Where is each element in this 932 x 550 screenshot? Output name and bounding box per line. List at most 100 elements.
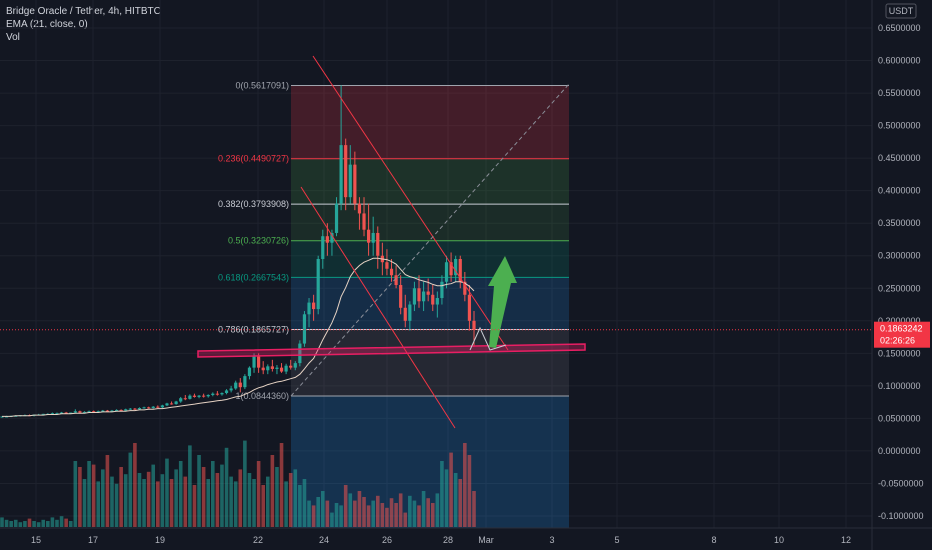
- candle-body: [389, 268, 394, 276]
- candle-body: [257, 356, 261, 368]
- last-price-value: 0.1863242: [880, 324, 923, 334]
- candle-body: [284, 365, 288, 372]
- candle-body: [266, 366, 270, 371]
- volume-bar: [243, 440, 247, 527]
- volume-bar: [224, 447, 229, 527]
- fib-extension-band: [291, 395, 569, 528]
- volume-bar: [412, 500, 417, 527]
- symbol-title[interactable]: Bridge Oracle / Tether, 4h, HITBTC: [6, 6, 161, 17]
- bullish-arrow[interactable]: [488, 256, 517, 348]
- volume-bar: [371, 500, 375, 527]
- candle-body: [211, 393, 215, 395]
- ema-indicator-label[interactable]: EMA (21, close, 0): [6, 19, 88, 30]
- candle-body: [279, 367, 284, 372]
- volume-bar: [110, 476, 114, 527]
- fib-level-label: 0.786(0.1865727): [218, 325, 289, 335]
- volume-bar: [279, 443, 284, 527]
- volume-bar: [307, 500, 311, 527]
- candle-body: [472, 320, 476, 330]
- falling-trendline-lower[interactable]: [300, 186, 456, 429]
- volume-bar: [265, 476, 270, 527]
- ema-line: [2, 257, 475, 417]
- x-tick-label: 26: [382, 535, 392, 545]
- volume-bar: [128, 452, 133, 527]
- candle-body: [87, 411, 91, 413]
- volume-bar: [169, 479, 174, 527]
- candle-body: [128, 408, 132, 410]
- candle-body: [440, 281, 444, 299]
- fib-level-label: 0.382(0.3793908): [218, 199, 289, 209]
- volume-bar: [343, 485, 348, 527]
- volume-bar: [36, 522, 41, 527]
- x-tick-label: 28: [443, 535, 453, 545]
- candle-body: [270, 366, 274, 369]
- volume-bar: [389, 498, 394, 527]
- x-tick-label: 12: [841, 535, 851, 545]
- candle-body: [137, 407, 142, 410]
- candle-body: [261, 367, 265, 371]
- volume-bar: [174, 469, 178, 527]
- volume-bar: [302, 479, 307, 527]
- volume-bar: [0, 517, 4, 527]
- candle-body: [408, 304, 412, 321]
- candle-body: [174, 401, 178, 405]
- fib-retracement[interactable]: 0(0.5617091) 0.236(0.4490727) 0.382(0.3793…: [218, 80, 569, 528]
- candle-body: [371, 232, 375, 243]
- candle-body: [412, 288, 417, 305]
- volume-bar: [288, 473, 293, 527]
- x-tick-label: 10: [774, 535, 784, 545]
- falling-trendline-upper[interactable]: [312, 55, 509, 351]
- volume-bar: [330, 512, 334, 527]
- volume-bar: [105, 455, 110, 527]
- volume-bar: [160, 474, 165, 527]
- grid-lines: [0, 0, 872, 528]
- volume-bar: [444, 469, 449, 527]
- volume-bar: [440, 461, 444, 527]
- y-tick-label: 0.1500000: [878, 348, 921, 358]
- time-axis[interactable]: 15 17 19 22 24 26 28 Mar 3 5 8 10 12: [0, 527, 932, 545]
- candle-body: [151, 406, 155, 408]
- volume-bar: [215, 473, 220, 527]
- volume-bar: [325, 500, 330, 527]
- volume-bar: [101, 469, 105, 527]
- fib-level-label: 0.618(0.2667543): [218, 272, 289, 282]
- candle-body: [110, 410, 114, 412]
- candle-body: [252, 356, 256, 368]
- candle-body: [69, 412, 73, 414]
- candle-body: [298, 343, 302, 364]
- volume-bar: [91, 464, 96, 527]
- volume-bar: [201, 467, 206, 527]
- candle-body: [105, 410, 109, 412]
- volume-bar: [114, 483, 119, 527]
- candle-body: [0, 416, 4, 418]
- volume-bar: [27, 518, 32, 527]
- volume-bar: [137, 473, 142, 527]
- price-axis[interactable]: 0.6500000 0.6000000 0.5500000 0.5000000 0.45…: [871, 0, 924, 550]
- candle-body: [197, 395, 201, 397]
- y-tick-label: 0.0500000: [878, 413, 921, 423]
- candle-body: [156, 406, 160, 408]
- y-tick-label: 0.3500000: [878, 218, 921, 228]
- volume-bar: [467, 455, 472, 527]
- candle-body: [394, 275, 398, 286]
- bar-countdown: 02:26:26: [880, 336, 915, 346]
- volume-indicator-label[interactable]: Vol: [6, 32, 20, 43]
- volume-bar: [119, 467, 123, 527]
- currency-badge[interactable]: USDT: [885, 3, 917, 19]
- candle-body: [463, 281, 467, 295]
- candle-body: [385, 262, 389, 269]
- volume-bar: [334, 503, 339, 527]
- volume-bar: [32, 521, 36, 527]
- candle-body: [312, 302, 316, 310]
- volume-bar: [165, 458, 169, 527]
- candle-body: [444, 262, 449, 282]
- fib-level-label: 1(0.0844360): [235, 391, 289, 401]
- candle-body: [206, 394, 210, 397]
- volume-bar: [133, 443, 137, 527]
- candle-body: [229, 388, 233, 391]
- volume-bar: [458, 479, 463, 527]
- drawings[interactable]: [197, 55, 586, 429]
- candle-body: [348, 164, 352, 198]
- candle-body: [202, 395, 206, 397]
